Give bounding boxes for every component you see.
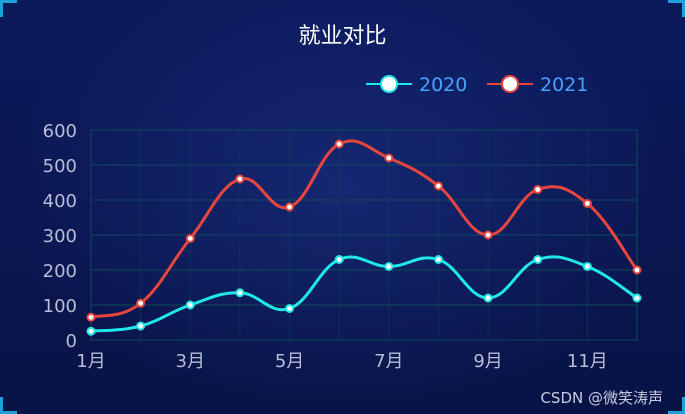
data-point-2020	[185, 300, 195, 310]
data-point-2021	[533, 185, 543, 194]
y-tick-label: 100	[43, 296, 77, 317]
legend-label-2020: 2020	[419, 74, 467, 96]
data-point-2021	[433, 181, 443, 191]
data-point-2021	[235, 174, 245, 184]
data-point-2020	[582, 262, 592, 271]
watermark: CSDN @微笑涛声	[540, 389, 663, 407]
x-tick-label: 9月	[473, 351, 502, 372]
data-point-2021	[632, 265, 642, 275]
y-tick-label: 600	[43, 121, 77, 142]
corner-decoration-bottom-right	[668, 397, 685, 414]
data-point-2020	[136, 321, 146, 331]
y-tick-label: 300	[43, 226, 77, 247]
legend-label-2021: 2021	[540, 74, 588, 96]
data-point-2021	[185, 234, 195, 243]
x-tick-label: 5月	[275, 351, 304, 372]
data-point-2021	[334, 139, 344, 149]
data-point-2020	[285, 304, 295, 313]
series-line-2020	[90, 255, 638, 333]
data-point-2020	[433, 255, 443, 264]
series-line-2021	[90, 139, 639, 319]
y-tick-label: 0	[66, 331, 77, 352]
x-tick-label: 11月	[567, 351, 608, 372]
data-point-2021	[483, 230, 493, 240]
x-tick-label: 1月	[76, 351, 105, 372]
data-point-2020	[632, 293, 642, 303]
data-point-2020	[334, 255, 344, 264]
data-point-2021	[136, 298, 146, 308]
data-point-2020	[86, 326, 96, 336]
data-point-2021	[86, 312, 96, 322]
data-point-2021	[384, 153, 394, 163]
data-point-2020	[483, 293, 493, 303]
corner-decoration-bottom-left	[0, 397, 17, 414]
corner-decoration-top-right	[668, 0, 685, 17]
data-point-2020	[235, 288, 245, 298]
data-point-2020	[384, 262, 394, 271]
y-tick-label: 400	[43, 191, 77, 212]
legend-marker-2020	[380, 75, 398, 93]
x-tick-label: 7月	[374, 351, 403, 372]
corner-decoration-top-left	[0, 0, 17, 17]
legend-marker-2021	[501, 75, 519, 93]
data-point-2020	[533, 255, 543, 264]
y-tick-label: 500	[43, 156, 77, 177]
x-tick-label: 3月	[176, 351, 205, 372]
data-point-2021	[582, 199, 592, 208]
chart-title: 就业对比	[298, 24, 387, 49]
y-tick-label: 200	[43, 261, 77, 282]
data-point-2021	[285, 202, 295, 212]
